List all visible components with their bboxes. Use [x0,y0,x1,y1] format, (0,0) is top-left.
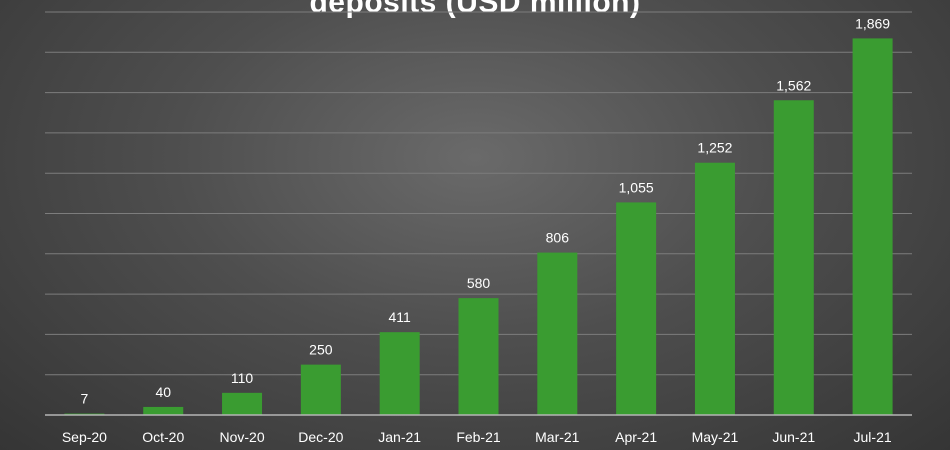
x-tick-label: Sep-20 [62,429,107,445]
data-label: 1,252 [697,140,732,156]
bar-jun-21 [773,100,814,415]
bar-jul-21 [852,38,893,416]
x-tick-label: Jul-21 [854,429,892,445]
data-label: 110 [231,370,254,386]
data-label: 806 [546,230,570,246]
bar-feb-21 [458,298,499,415]
data-label: 580 [467,275,491,291]
x-tick-labels: Sep-20 Oct-20 Nov-20 Dec-20 Jan-21 Feb-21 Mar-… [62,429,892,445]
x-tick-label: May-21 [692,429,739,445]
data-label: 250 [309,342,333,358]
value-labels: 7 40 110 250 411 580 806 1,055 1,252 1,562 1,869 [81,15,891,406]
x-tick-label: Oct-20 [142,429,184,445]
bar-nov-20 [222,392,263,415]
data-label: 7 [81,391,89,407]
x-tick-label: Nov-20 [219,429,264,445]
bar-dec-20 [300,364,341,415]
data-label: 1,562 [776,77,811,93]
data-label: 40 [155,384,171,400]
x-tick-label: Apr-21 [615,429,657,445]
bars [64,38,893,416]
data-label: 1,055 [619,179,654,195]
bar-mar-21 [537,252,578,415]
x-tick-label: Dec-20 [298,429,343,445]
data-label: 1,869 [855,15,890,31]
bar-may-21 [694,162,735,415]
x-tick-label: Feb-21 [456,429,501,445]
data-label: 411 [389,309,412,325]
bar-apr-21 [616,202,657,415]
x-tick-label: Jan-21 [378,429,421,445]
bar-jan-21 [379,332,420,415]
bar-oct-20 [143,406,184,415]
x-tick-label: Jun-21 [772,429,815,445]
x-tick-label: Mar-21 [535,429,580,445]
chart-title: deposits (USD million) [309,0,641,19]
